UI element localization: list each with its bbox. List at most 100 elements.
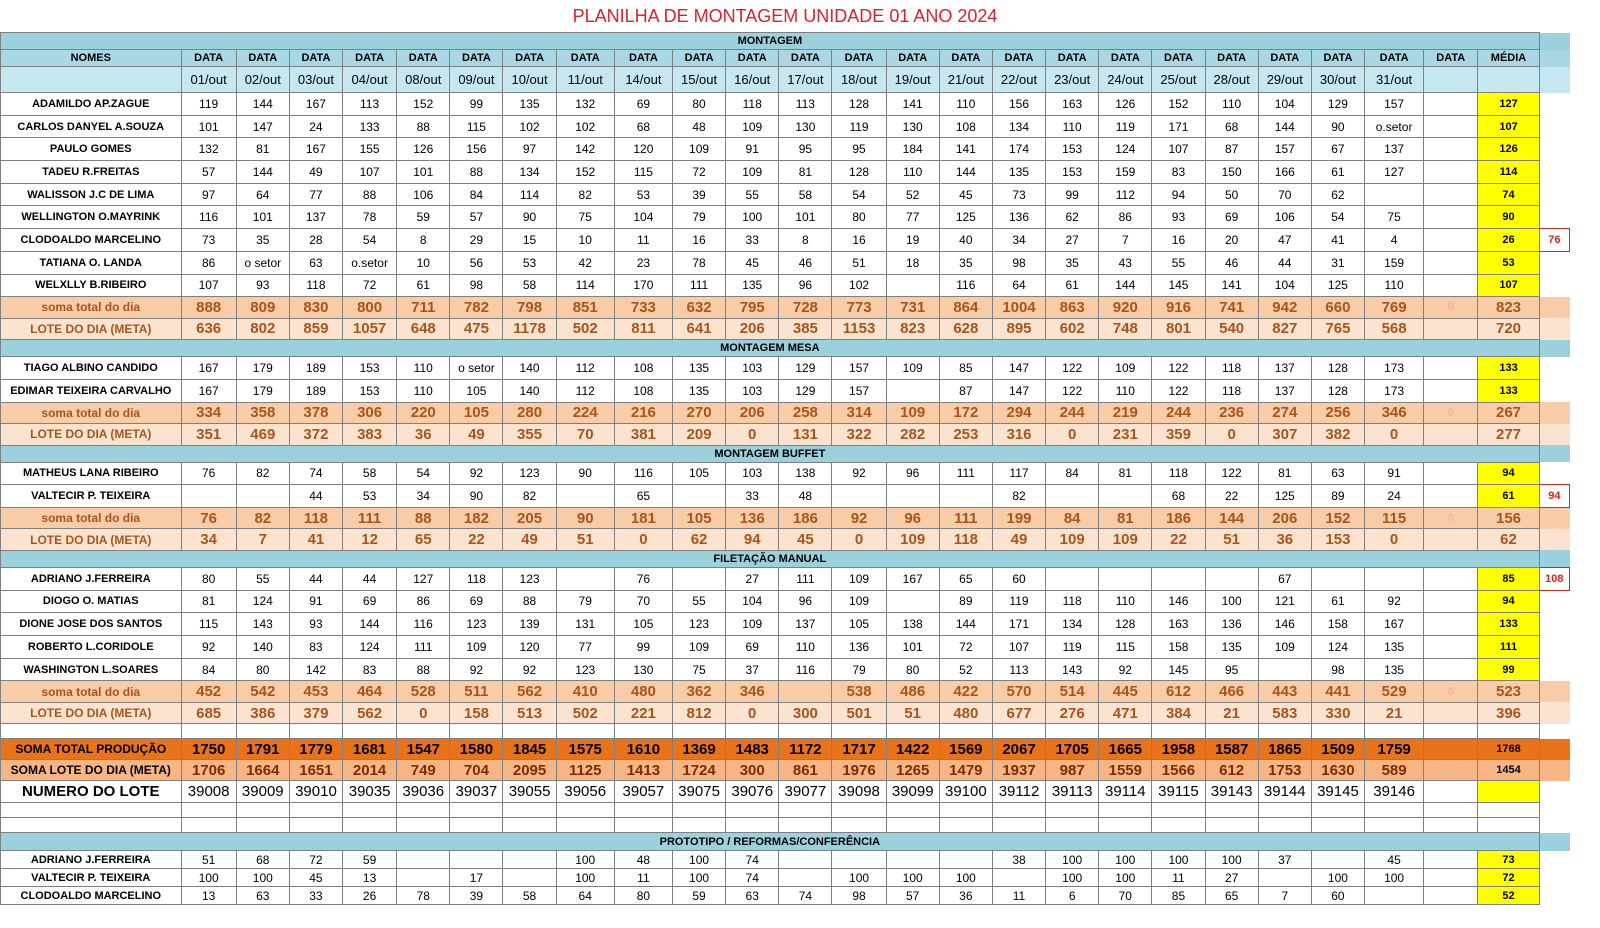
cell (502, 868, 557, 888)
blank-cell (180, 817, 237, 834)
cell: 513 (502, 701, 557, 725)
data-header: DATA (938, 49, 993, 67)
cell: 39100 (938, 780, 993, 804)
cell: 122 (1151, 378, 1206, 403)
blank-cell (180, 723, 237, 740)
cell: 94 (725, 528, 780, 551)
row-name: CARLOS DANYEL A.SOUZA (0, 114, 182, 139)
cell: 109 (831, 589, 887, 614)
cell: 39036 (396, 780, 451, 804)
cell: 34 (991, 228, 1047, 252)
cell: 221 (613, 701, 673, 725)
cell: 39075 (671, 780, 727, 804)
cell: 72 (938, 635, 993, 659)
cell: 74 (778, 886, 833, 906)
cell: 39113 (1045, 780, 1100, 804)
date-cell (1423, 66, 1479, 93)
cell: 583 (1257, 701, 1312, 725)
cell: 68 (1204, 114, 1259, 139)
cell: 942 (1257, 296, 1312, 319)
cell: 602 (1045, 317, 1100, 341)
blank-cell (1364, 802, 1425, 819)
cell: 115 (449, 114, 504, 139)
cell: 186 (1151, 506, 1206, 530)
spacer-row (0, 817, 1570, 834)
cell: 100 (671, 868, 727, 888)
cell (1423, 92, 1479, 116)
cell: 105 (671, 461, 727, 486)
cell: 146 (1257, 612, 1312, 636)
date-cell: 24/out (1098, 66, 1153, 93)
cell: 75 (1364, 205, 1425, 230)
cell: 125 (938, 205, 993, 230)
employee-row: PAULO GOMES 132 81 167 155 126 156 97 142 120 109 9… (0, 137, 1570, 162)
cell: 17 (449, 868, 504, 888)
row-name: WASHINGTON L.SOARES (0, 657, 182, 682)
cell: 153 (1045, 160, 1100, 184)
row-name: SOMA LOTE DO DIA (META) (0, 759, 182, 782)
cell: 110 (1045, 114, 1100, 139)
cell: 20 (1204, 228, 1259, 252)
cell: 93 (1151, 205, 1206, 230)
cell: 123 (555, 657, 615, 682)
cell: 110 (1098, 378, 1153, 403)
blank-cell (288, 723, 344, 740)
blank-cell (1310, 817, 1366, 834)
cell: 125 (1310, 273, 1366, 298)
cell: 41 (1310, 228, 1366, 252)
blank-cell (0, 723, 182, 740)
cell: 142 (288, 657, 344, 682)
employee-row: DIOGO O. MATIAS 81 124 91 69 86 69 88 79 70 55 104 9… (0, 589, 1570, 614)
cell: 153 (342, 378, 398, 403)
cell: o setor (235, 250, 290, 275)
cell: 118 (725, 92, 780, 116)
side-empty (1539, 613, 1569, 636)
row-name: EDIMAR TEIXEIRA CARVALHO (0, 378, 182, 403)
cell: 136 (991, 205, 1047, 230)
cell: 90 (502, 205, 557, 230)
media-cell: 94 (1477, 461, 1540, 486)
cell: 75 (671, 657, 727, 682)
cell: 109 (449, 635, 504, 659)
cell: 92 (449, 461, 504, 486)
cell: 1750 (180, 738, 237, 761)
cell: 52 (938, 657, 993, 682)
employee-row: WELXLLY B.RIBEIRO 107 93 118 72 61 98 58 114 170 1… (0, 273, 1570, 298)
cell: 92 (180, 635, 237, 659)
cell: 316 (991, 423, 1047, 446)
cell: 95 (778, 137, 833, 162)
cell: 514 (1045, 680, 1100, 703)
cell: 51 (180, 850, 237, 870)
cell: 802 (235, 317, 290, 341)
cell: 157 (1257, 137, 1312, 162)
cell: 362 (671, 680, 727, 703)
cell: 863 (1045, 296, 1100, 319)
cell: 76 (180, 461, 237, 486)
cell: 92 (1098, 657, 1153, 682)
cell: 1479 (938, 759, 993, 782)
data-header: DATA (885, 49, 940, 67)
cell: o setor (449, 356, 504, 380)
soma-lote-row: SOMA LOTE DO DIA (META) 1706 1664 1651 2014 7… (0, 759, 1570, 782)
cell: 1587 (1204, 738, 1259, 761)
row-name: VALTECIR P. TEIXEIRA (0, 868, 182, 888)
data-header: DATA (778, 49, 833, 67)
media-cell (1477, 780, 1540, 804)
cell: 132 (555, 92, 615, 116)
cell: 300 (725, 759, 780, 782)
media-header: MÉDIA (1477, 49, 1540, 67)
cell: 1630 (1310, 759, 1366, 782)
cell: 67 (1257, 566, 1312, 591)
cell: 125 (1257, 484, 1312, 508)
cell: 173 (1364, 356, 1425, 380)
cell: 48 (613, 850, 673, 870)
cell: 1566 (1151, 759, 1206, 782)
cell (1423, 868, 1479, 888)
blank-cell (938, 723, 993, 740)
cell: 39099 (885, 780, 940, 804)
section-header: FILETAÇÃO MANUAL (0, 549, 1570, 568)
cell: 96 (778, 273, 833, 298)
blank-cell (1098, 723, 1153, 740)
cell: 68 (1151, 484, 1206, 508)
cell: 861 (778, 759, 833, 782)
